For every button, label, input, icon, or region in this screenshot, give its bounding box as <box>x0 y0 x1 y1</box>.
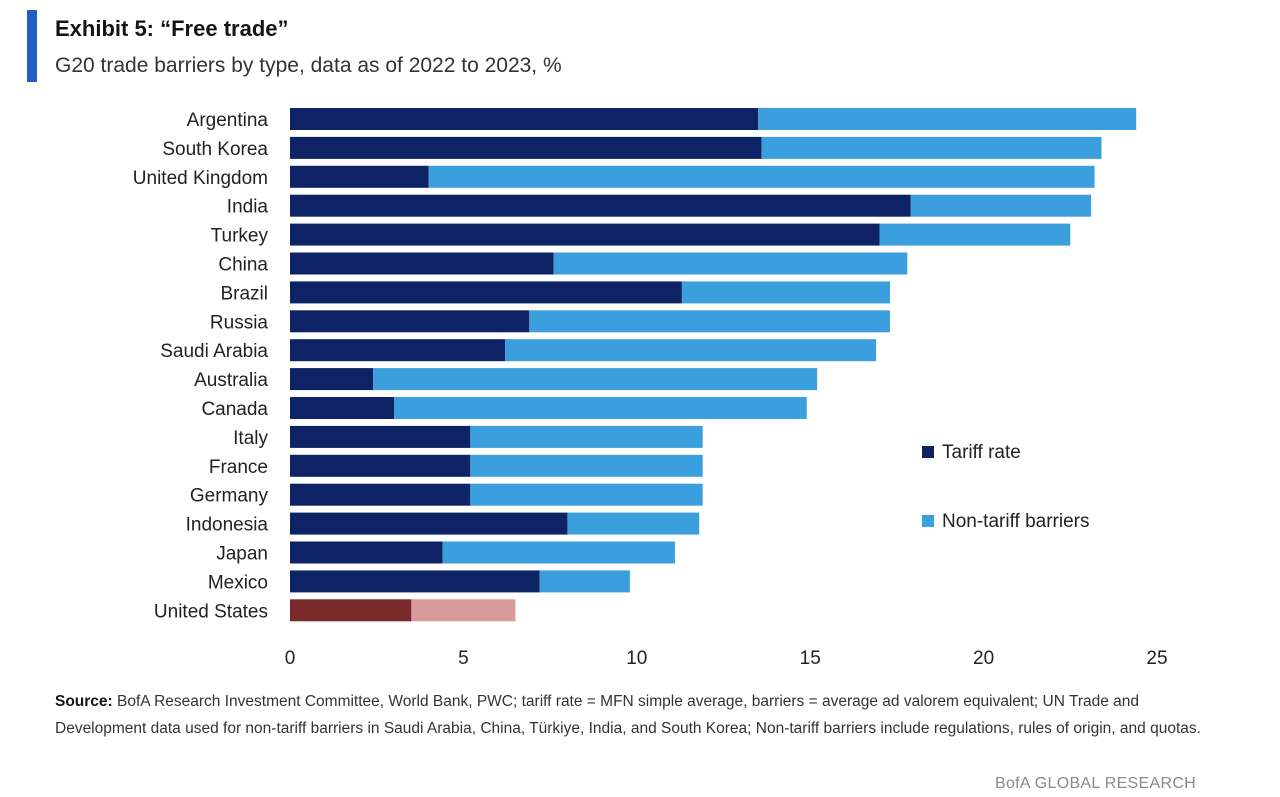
category-label-indonesia: Indonesia <box>186 515 269 536</box>
category-label-brazil: Brazil <box>220 283 268 304</box>
chart-subtitle: G20 trade barriers by type, data as of 2… <box>55 54 562 77</box>
stacked-bar-chart: Argentina South Korea United Kingdom India T… <box>133 108 1168 669</box>
category-label-united-kingdom: United Kingdom <box>133 168 268 189</box>
category-label-japan: Japan <box>216 544 268 565</box>
x-tick-label-20: 20 <box>973 648 994 669</box>
x-tick-label-5: 5 <box>458 648 469 669</box>
x-tick-label-25: 25 <box>1146 648 1167 669</box>
bar-saudi-arabia-tariff-rate <box>290 339 506 362</box>
bar-united-kingdom-non-tariff-barriers <box>428 165 1095 188</box>
bar-germany-non-tariff-barriers <box>470 483 703 506</box>
bar-australia-non-tariff-barriers <box>373 368 818 391</box>
category-label-saudi-arabia: Saudi Arabia <box>160 341 268 362</box>
brand-footer: BofA GLOBAL RESEARCH <box>995 775 1197 792</box>
legend: Tariff rate Non-tariff barriers <box>922 442 1089 532</box>
bar-saudi-arabia-non-tariff-barriers <box>505 339 877 362</box>
bar-russia-non-tariff-barriers <box>529 310 890 333</box>
x-tick-label-15: 15 <box>800 648 821 669</box>
bar-france-non-tariff-barriers <box>470 454 703 477</box>
source-label: Source: <box>55 693 113 710</box>
bar-japan-non-tariff-barriers <box>442 541 675 564</box>
bar-germany-tariff-rate <box>290 483 471 506</box>
source-text: BofA Research Investment Committee, Worl… <box>55 693 1201 737</box>
category-label-india: India <box>227 197 269 218</box>
category-label-united-states: United States <box>154 601 268 622</box>
bar-mexico-non-tariff-barriers <box>539 570 630 593</box>
bar-turkey-non-tariff-barriers <box>879 223 1071 246</box>
title-accent-bar <box>27 10 37 82</box>
bar-united-states-tariff-rate <box>290 599 412 622</box>
x-tick-label-0: 0 <box>285 648 296 669</box>
bar-south-korea-tariff-rate <box>290 136 762 159</box>
bar-united-states-non-tariff-barriers <box>411 599 516 622</box>
bar-italy-non-tariff-barriers <box>470 425 703 448</box>
bar-mexico-tariff-rate <box>290 570 540 593</box>
bar-russia-tariff-rate <box>290 310 530 333</box>
bar-canada-non-tariff-barriers <box>394 397 807 419</box>
category-label-canada: Canada <box>201 399 268 420</box>
category-labels: Argentina South Korea United Kingdom India T… <box>133 110 269 622</box>
bar-indonesia-tariff-rate <box>290 512 568 535</box>
category-label-germany: Germany <box>190 486 269 507</box>
category-label-south-korea: South Korea <box>162 139 268 160</box>
legend-swatch-tariff-rate <box>922 446 934 458</box>
x-tick-label-10: 10 <box>626 648 647 669</box>
bar-australia-tariff-rate <box>290 368 374 391</box>
x-axis-ticks: 0 5 10 15 20 25 <box>285 648 1168 669</box>
bar-brazil-tariff-rate <box>290 281 682 304</box>
bars-group <box>290 108 1137 622</box>
source-note: Source: BofA Research Investment Committ… <box>55 688 1215 742</box>
category-label-france: France <box>209 457 268 478</box>
bar-south-korea-non-tariff-barriers <box>761 136 1102 159</box>
bar-china-non-tariff-barriers <box>553 252 908 275</box>
bar-india-non-tariff-barriers <box>910 194 1092 217</box>
bar-canada-tariff-rate <box>290 397 395 419</box>
bar-france-tariff-rate <box>290 454 471 477</box>
bar-italy-tariff-rate <box>290 425 471 448</box>
bar-turkey-tariff-rate <box>290 223 880 246</box>
bar-argentina-non-tariff-barriers <box>758 108 1137 130</box>
bar-argentina-tariff-rate <box>290 108 759 130</box>
category-label-argentina: Argentina <box>187 110 269 131</box>
bar-brazil-non-tariff-barriers <box>681 281 890 304</box>
category-label-china: China <box>218 255 268 276</box>
bar-india-tariff-rate <box>290 194 911 217</box>
bar-united-kingdom-tariff-rate <box>290 165 429 188</box>
category-label-mexico: Mexico <box>208 572 268 593</box>
category-label-australia: Australia <box>194 370 268 391</box>
category-label-italy: Italy <box>233 428 268 449</box>
legend-label-non-tariff-barriers: Non-tariff barriers <box>942 511 1089 532</box>
legend-swatch-non-tariff-barriers <box>922 515 934 527</box>
legend-label-tariff-rate: Tariff rate <box>942 442 1021 463</box>
category-label-turkey: Turkey <box>211 226 269 247</box>
bar-japan-tariff-rate <box>290 541 443 564</box>
chart-title: Exhibit 5: “Free trade” <box>55 16 289 41</box>
bar-indonesia-non-tariff-barriers <box>567 512 700 535</box>
category-label-russia: Russia <box>210 312 269 333</box>
bar-china-tariff-rate <box>290 252 554 275</box>
